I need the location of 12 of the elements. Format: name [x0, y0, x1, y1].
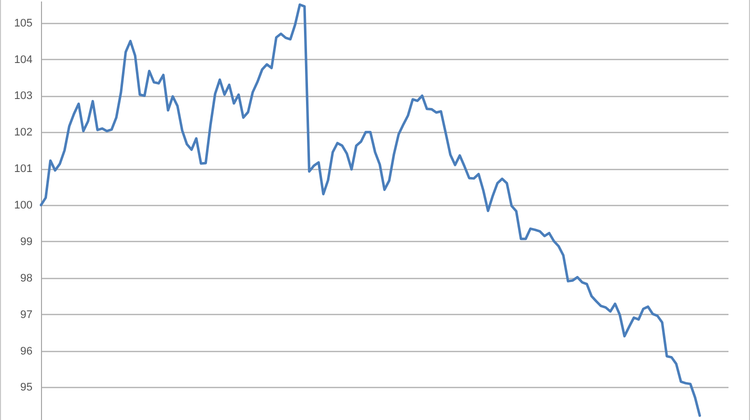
y-tick-label: 99: [20, 236, 32, 248]
y-tick-label: 95: [20, 382, 32, 394]
y-tick-label: 100: [14, 200, 32, 212]
y-tick-label: 104: [14, 54, 32, 66]
y-tick-label: 96: [20, 345, 32, 358]
y-tick-label: 103: [14, 90, 32, 102]
y-tick-label: 105: [14, 17, 32, 30]
y-tick-label: 101: [14, 163, 32, 176]
y-tick-label: 98: [20, 272, 32, 284]
y-tick-label: 102: [14, 126, 32, 139]
y-tick-label: 97: [20, 308, 32, 321]
line-series: [40, 3, 702, 417]
